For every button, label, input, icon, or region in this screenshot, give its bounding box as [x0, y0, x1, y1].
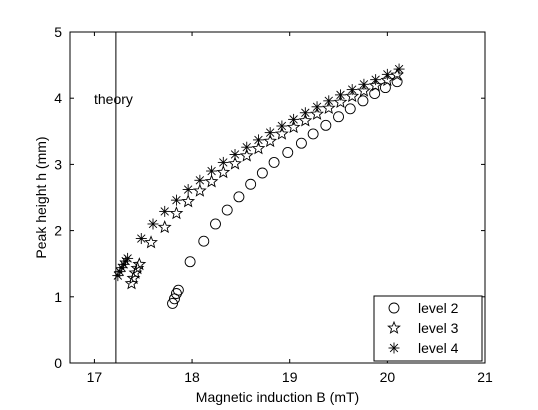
level-4-point — [159, 205, 171, 217]
level-2-point — [295, 137, 307, 149]
level-2-point — [198, 235, 210, 247]
level-3-point — [239, 148, 254, 162]
level-4-point — [122, 252, 134, 264]
level-3-point — [251, 141, 266, 155]
level-2-point — [357, 95, 369, 107]
level-3-point — [157, 220, 172, 234]
level-3-point — [298, 113, 313, 127]
legend-label: level 2 — [418, 300, 459, 316]
y-tick-label: 0 — [54, 355, 62, 371]
axes: 17 18 19 20 21 0 1 2 3 4 5 — [54, 24, 493, 385]
level-3-point — [128, 265, 143, 279]
level-3-point — [321, 100, 336, 114]
level-4-point — [170, 194, 182, 206]
level-4-point — [264, 127, 276, 139]
level-2-point — [391, 76, 403, 88]
level-2-point — [233, 191, 245, 203]
x-tick-label: 21 — [477, 369, 493, 385]
level-2-point — [333, 111, 344, 123]
level-4-point — [229, 148, 241, 160]
level-4-legend-marker — [388, 342, 400, 354]
y-tick-label: 3 — [54, 156, 62, 172]
level-4-point — [358, 78, 370, 90]
level-2-legend-marker — [388, 302, 400, 314]
level-4-point — [135, 233, 147, 245]
level-2-point — [282, 147, 294, 158]
level-3-point — [192, 183, 207, 197]
y-tick-label: 1 — [54, 289, 62, 305]
level-4-point — [393, 63, 405, 75]
level-3-point — [275, 126, 289, 140]
level-2-point — [245, 178, 257, 190]
level-3-point — [124, 276, 139, 290]
level-4-point — [311, 101, 323, 113]
level-2-point — [221, 204, 233, 216]
level-2-point — [167, 297, 178, 309]
level-3-point — [390, 67, 404, 81]
theory-label: theory — [94, 91, 133, 107]
level-2-point — [320, 119, 332, 131]
level-3-point — [126, 271, 141, 285]
level-4-point — [276, 120, 288, 132]
x-axis-label: Magnetic induction B (mT) — [196, 389, 359, 405]
level-3-point — [333, 94, 348, 109]
level-4-point — [334, 89, 346, 101]
level-2-point — [172, 284, 184, 296]
level-3-point — [228, 156, 242, 170]
level-2-point — [210, 218, 221, 230]
level-4-point — [323, 95, 335, 107]
level-4-point — [288, 113, 300, 125]
level-4-point — [182, 184, 194, 196]
level-4-point — [241, 141, 253, 153]
level-3-point — [380, 73, 395, 87]
data-points — [112, 63, 405, 309]
level-2-point — [184, 256, 196, 268]
level-3-point — [144, 235, 158, 249]
level-4-point — [147, 218, 159, 230]
legend-label: level 4 — [418, 340, 459, 356]
level-3-point — [181, 194, 196, 208]
level-2-point — [307, 128, 319, 140]
level-3-point — [204, 174, 219, 188]
level-2-point — [256, 167, 268, 179]
y-tick-label: 5 — [54, 24, 62, 40]
y-tick-label: 4 — [54, 90, 62, 106]
x-tick-label: 18 — [184, 369, 200, 385]
level-2-point — [170, 288, 182, 299]
level-4-point — [252, 134, 264, 146]
level-2-point — [379, 82, 391, 94]
level-3-point — [216, 165, 231, 179]
x-tick-label: 20 — [380, 369, 396, 385]
theory-annotation: theory — [94, 32, 133, 363]
level-3-legend-marker — [387, 320, 401, 334]
level-3-point — [169, 206, 184, 220]
x-tick-label: 17 — [87, 369, 103, 385]
level-4-point — [346, 84, 358, 96]
level-2-point — [344, 103, 356, 115]
level-3-point — [263, 133, 278, 148]
level-4-point — [120, 255, 132, 267]
level-4-point — [194, 174, 206, 186]
legend: level 2 level 3 level 4 — [373, 295, 483, 362]
y-axis-label: Peak height h (mm) — [33, 136, 49, 258]
level-3-point — [368, 78, 383, 92]
level-4-point — [217, 156, 229, 168]
legend-label: level 3 — [418, 320, 459, 336]
level-4-point — [112, 270, 124, 282]
level-4-point — [381, 68, 393, 80]
level-3-point — [132, 257, 147, 271]
level-3-point — [286, 120, 301, 134]
y-tick-label: 2 — [54, 223, 62, 239]
level-2-point — [268, 156, 280, 168]
level-3-point — [357, 83, 371, 97]
level-4-point — [114, 266, 126, 278]
level-4-point — [206, 165, 218, 177]
level-3-point — [310, 106, 324, 120]
level-4-point — [299, 107, 311, 119]
level-3-point — [345, 88, 360, 103]
level-4-point — [370, 74, 382, 86]
x-tick-label: 19 — [282, 369, 298, 385]
